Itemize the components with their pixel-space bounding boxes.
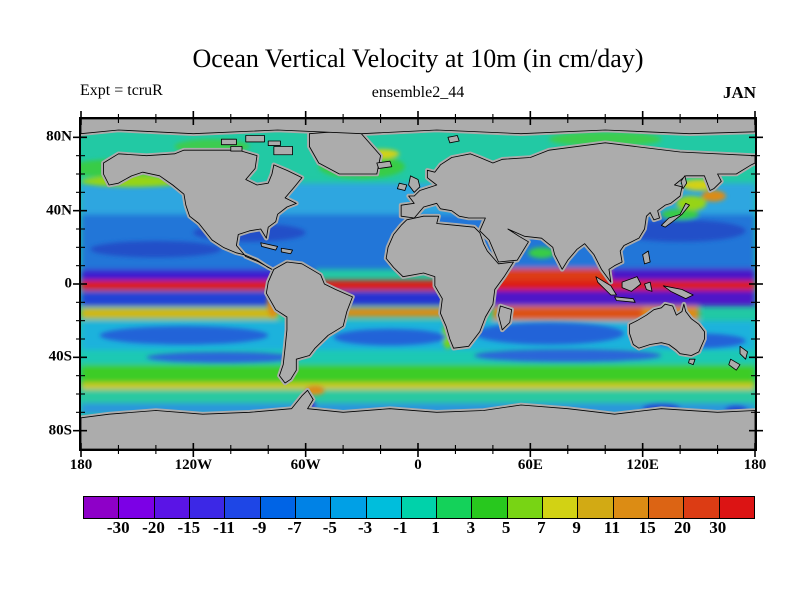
colorbar-tick-label: 9 xyxy=(572,518,581,537)
colorbar-tick-label: 5 xyxy=(501,518,511,537)
eurasia xyxy=(400,142,755,283)
colorbar-tick-label: -30 xyxy=(106,518,130,537)
new-zealand-north xyxy=(739,345,748,360)
colorbar-tick-label: -7 xyxy=(287,518,302,537)
australia xyxy=(629,303,705,356)
colorbar-cell xyxy=(401,497,438,518)
philippines xyxy=(642,250,651,265)
sakhalin xyxy=(680,175,688,190)
colorbar-tick-label: -1 xyxy=(393,518,408,537)
x-tick-label: 180 xyxy=(69,457,93,473)
java xyxy=(614,296,636,303)
new-guinea xyxy=(662,285,694,300)
colorbar-cell xyxy=(84,497,120,518)
colorbar-cell xyxy=(331,497,367,518)
continents xyxy=(81,119,755,449)
colorbar-tick-label: -9 xyxy=(252,518,267,537)
south-america xyxy=(265,261,353,384)
y-tick-label: 40S xyxy=(48,348,72,365)
cuba xyxy=(260,242,279,251)
borneo xyxy=(621,276,642,292)
ensemble-label: ensemble2_44 xyxy=(371,84,465,101)
ocean-velocity-field xyxy=(81,119,755,449)
y-tick-label: 40N xyxy=(46,202,72,219)
colorbar-cell xyxy=(260,497,296,518)
colorbar-tick-label: -3 xyxy=(358,518,373,537)
colorbar-cell xyxy=(366,497,402,518)
page-title: Ocean Vertical Velocity at 10m (in cm/da… xyxy=(192,44,644,73)
colorbar-tick-label: 3 xyxy=(466,518,476,537)
sumatra xyxy=(595,276,617,296)
y-tick-label: 80S xyxy=(48,422,72,439)
world-map-plot xyxy=(79,117,757,451)
colorbar-tick-label: 20 xyxy=(673,518,691,537)
colorbar-labels: -30 -20 -15 -11 -9 -7 -5 -3 -1 1 3 5 7 9 11 15 20 30 xyxy=(83,518,753,540)
arctic-island-1 xyxy=(220,138,237,146)
africa xyxy=(385,215,514,349)
x-tick-label: 120E xyxy=(626,457,659,473)
colorbar-cell xyxy=(472,497,508,518)
x-tick-label: 60W xyxy=(290,457,321,473)
north-america xyxy=(103,149,303,270)
colorbar-cell xyxy=(719,497,754,518)
colorbar xyxy=(83,496,755,519)
colorbar-tick-label: -11 xyxy=(213,518,235,537)
japan xyxy=(660,202,690,228)
tasmania xyxy=(688,358,696,366)
colorbar-tick-label: 15 xyxy=(638,518,656,537)
antarctica xyxy=(81,389,755,449)
x-tick-label: 60E xyxy=(517,457,543,473)
madagascar xyxy=(498,305,513,331)
colorbar-tick-label: 7 xyxy=(537,518,546,537)
y-tick-label: 80N xyxy=(46,128,72,145)
colorbar-cell xyxy=(613,497,649,518)
colorbar-cell xyxy=(578,497,614,518)
colorbar-cell xyxy=(684,497,720,518)
colorbar-tick-label: 11 xyxy=(603,518,620,537)
iceland xyxy=(376,160,393,169)
arctic-island-4 xyxy=(230,146,243,152)
colorbar-tick-label: -20 xyxy=(142,518,165,537)
colorbar-cell xyxy=(119,497,155,518)
colorbar-cell xyxy=(189,497,226,518)
colorbar-cell xyxy=(543,497,579,518)
colorbar-cell xyxy=(225,497,261,518)
colorbar-tick-label: 1 xyxy=(431,518,440,537)
colorbar-tick-label: 30 xyxy=(709,518,727,537)
colorbar-cell xyxy=(437,497,473,518)
sulawesi xyxy=(644,281,653,292)
colorbar-tick-label: -5 xyxy=(322,518,337,537)
britain xyxy=(408,175,421,193)
colorbar-cell xyxy=(649,497,685,518)
x-tick-label: 0 xyxy=(414,457,422,473)
colorbar-cell xyxy=(507,497,544,518)
x-tick-label: 180 xyxy=(743,457,767,473)
month-label: JAN xyxy=(722,83,756,102)
ireland xyxy=(396,182,408,191)
y-tick-label: 0 xyxy=(64,275,73,292)
experiment-label: Expt = tcruR xyxy=(80,82,163,99)
new-zealand-south xyxy=(728,358,741,371)
hispaniola xyxy=(280,247,293,255)
colorbar-cell xyxy=(154,497,190,518)
arctic-cap xyxy=(81,119,755,135)
baffin-island xyxy=(273,146,293,156)
svalbard xyxy=(447,135,460,144)
colorbar-tick-label: -15 xyxy=(177,518,201,537)
x-tick-label: 120W xyxy=(174,457,213,473)
colorbar-cell xyxy=(295,497,332,518)
arctic-island-2 xyxy=(245,135,265,143)
greenland xyxy=(308,129,381,175)
arctic-island-3 xyxy=(267,140,281,146)
